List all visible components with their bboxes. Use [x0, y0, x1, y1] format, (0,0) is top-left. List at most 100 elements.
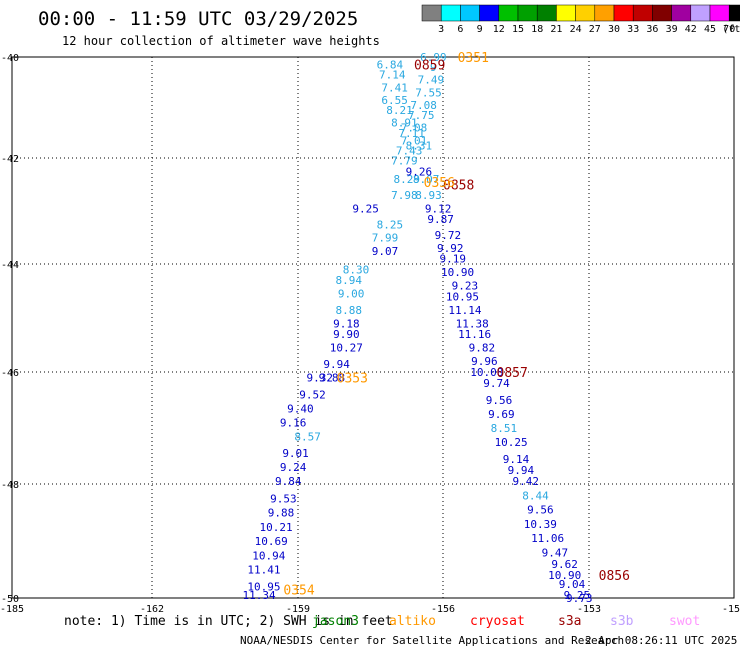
x-tick-label: -156 [431, 604, 455, 615]
x-tick-label: -162 [140, 604, 164, 615]
wave-height-label: 11.06 [531, 532, 564, 545]
wave-height-label: 9.42 [512, 475, 539, 488]
wave-height-label: 9.47 [542, 546, 569, 559]
wave-height-label: 6.55 [381, 94, 408, 107]
pass-time-label: 0858 [443, 179, 474, 194]
wave-height-label: 9.14 [503, 453, 530, 466]
y-tick-label: -50 [1, 594, 19, 605]
wave-height-label: 7.55 [415, 86, 442, 99]
wave-height-label: 10.25 [495, 436, 528, 449]
colorbar-swatch [728, 4, 740, 22]
wave-height-label: 8.88 [336, 304, 363, 317]
wave-height-label: 8.93 [415, 189, 442, 202]
colorbar-swatch [479, 4, 500, 22]
wave-height-label: 10.95 [446, 290, 479, 303]
wave-height-label: 9.72 [435, 229, 462, 242]
colorbar-swatch [690, 4, 711, 22]
pass-time-label: 0856 [599, 569, 630, 584]
wave-height-label: 11.34 [243, 589, 276, 602]
colorbar-label: 15 [512, 24, 524, 35]
colorbar-swatch [556, 4, 576, 22]
satellite-legend-entry: swot [669, 614, 700, 629]
colorbar-label: 12 [493, 24, 505, 35]
wave-height-label: 10.90 [441, 266, 474, 279]
wave-height-label: 7.11 [398, 127, 425, 140]
colorbar-label: 21 [550, 24, 562, 35]
wave-height-label: 9.07 [372, 245, 399, 258]
satellite-legend-entry: s3b [610, 614, 634, 629]
wave-height-label: 8.29 [394, 173, 421, 186]
pass-time-label: 0356 [424, 176, 455, 191]
wave-height-label: 9.87 [427, 213, 454, 226]
satellite-legend-entry: jason3 [312, 614, 359, 629]
wave-height-label: 9.53 [270, 492, 297, 505]
satellite-legend: jason3 altiko cryosat s3a s3b swot [312, 614, 700, 629]
wave-height-label: 9.32 [307, 372, 334, 385]
wave-height-label: 7.79 [391, 155, 418, 168]
colorbar-label: 42 [685, 24, 697, 35]
colorbar-swatch [613, 4, 634, 22]
colorbar-label: 18 [531, 24, 543, 35]
colorbar-swatch [517, 4, 538, 22]
wave-height-label: 8.31 [406, 139, 433, 152]
wave-height-label: 8.07 [413, 173, 440, 186]
plot-frame [11, 56, 735, 599]
colorbar-label: 30 [608, 24, 620, 35]
x-tick-label: -150 [722, 604, 740, 615]
wave-height-label: 7.49 [418, 74, 445, 87]
x-tick-label: -185 [0, 604, 24, 615]
wave-height-label: 9.88 [319, 372, 346, 385]
wave-height-label: 9.26 [406, 165, 433, 178]
wave-height-label: 9.74 [483, 377, 510, 390]
wave-height-label: 9.16 [280, 416, 307, 429]
chart-subtitle: 12 hour collection of altimeter wave hei… [62, 34, 380, 48]
credit-line: NOAA/NESDIS Center for Satellite Applica… [240, 634, 624, 647]
wave-height-label: 10.69 [255, 535, 288, 548]
colorbar-label: 70 [723, 24, 735, 35]
pass-time-label: 0859 [414, 59, 445, 74]
wave-height-label: 7.01 [401, 134, 428, 147]
colorbar-swatch [632, 4, 653, 22]
wave-height-label: 9.56 [486, 394, 513, 407]
wave-height-label: 11.14 [448, 304, 481, 317]
satellite-legend-entry: altiko [389, 614, 436, 629]
y-tick-label: -44 [1, 260, 19, 271]
colorbar-label: 6 [457, 24, 463, 35]
colorbar-label: 24 [570, 24, 582, 35]
wave-height-label: 8.44 [522, 489, 549, 502]
wave-height-label: 9.01 [282, 447, 309, 460]
colorbar-swatch [421, 4, 442, 22]
wave-height-label: 9 [430, 61, 437, 74]
wave-height-label: 8.57 [294, 430, 321, 443]
colorbar-unit: (ft) [722, 24, 740, 35]
wave-height-label: 10.95 [247, 581, 280, 594]
wave-height-label: 7.43 [396, 144, 423, 157]
wave-height-label: 9.52 [299, 388, 326, 401]
wave-height-label: 9.25 [564, 589, 591, 602]
colorbar-swatch [575, 4, 596, 22]
wave-height-label: 9.25 [352, 202, 379, 215]
wave-height-label: 11.16 [458, 328, 491, 341]
satellite-legend-entry: s3a [558, 614, 581, 629]
wave-height-label: 11.38 [456, 317, 489, 330]
wave-height-label: 9.82 [469, 342, 496, 355]
colorbar-label: 33 [627, 24, 639, 35]
colorbar-swatch [498, 4, 519, 22]
wave-height-label: 8.30 [343, 263, 370, 276]
colorbar-swatch [460, 4, 480, 22]
y-tick-label: -42 [1, 154, 19, 165]
wave-height-label: 8.21 [386, 104, 413, 117]
y-tick-label: -40 [1, 53, 19, 64]
wave-height-label: 9.23 [452, 280, 479, 293]
wave-height-label: 9.00 [338, 288, 365, 301]
x-tick-label: -153 [577, 604, 601, 615]
wave-height-label: 9.56 [527, 504, 554, 517]
y-tick-label: -46 [1, 368, 19, 379]
wave-height-label: 8.91 [391, 117, 418, 130]
wave-height-label: 9.19 [439, 253, 466, 266]
wave-height-label: 9.24 [280, 461, 307, 474]
wave-height-label: 10.21 [260, 521, 293, 534]
colorbar-swatch [594, 4, 615, 22]
